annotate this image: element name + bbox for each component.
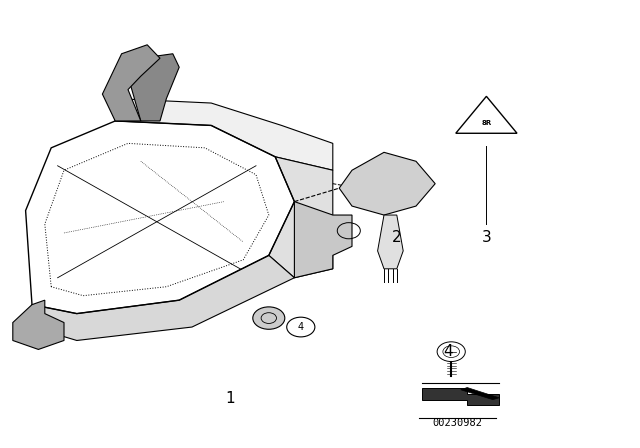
Text: 3: 3 <box>481 230 492 245</box>
Polygon shape <box>13 300 64 349</box>
Text: 4: 4 <box>298 322 304 332</box>
Polygon shape <box>102 45 160 121</box>
Text: 1: 1 <box>225 391 236 406</box>
Polygon shape <box>32 255 294 340</box>
Polygon shape <box>269 157 333 278</box>
Text: 00230982: 00230982 <box>433 418 483 428</box>
Text: 4: 4 <box>443 344 453 359</box>
Polygon shape <box>115 99 333 170</box>
Polygon shape <box>128 54 179 121</box>
Text: 8R: 8R <box>481 120 492 126</box>
Text: 2: 2 <box>392 230 402 245</box>
Polygon shape <box>422 388 499 405</box>
Polygon shape <box>339 152 435 215</box>
Circle shape <box>253 307 285 329</box>
Polygon shape <box>294 202 352 278</box>
Polygon shape <box>378 215 403 269</box>
Polygon shape <box>461 388 499 400</box>
